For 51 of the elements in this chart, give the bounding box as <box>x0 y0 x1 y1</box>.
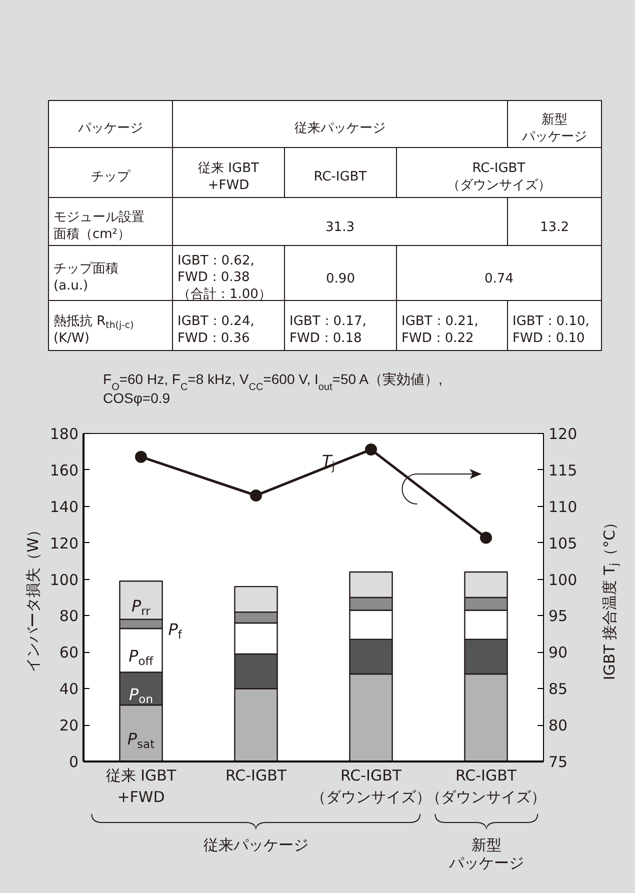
text: 13.2 <box>540 220 569 236</box>
text: チップ <box>91 170 131 185</box>
y2-tick-label: 105 <box>548 534 578 552</box>
y2-tick-label: 75 <box>548 753 568 771</box>
text: パッケージ <box>77 121 143 136</box>
text: 31.3 <box>326 220 354 236</box>
text: パッケージ <box>448 855 524 872</box>
y2-tick-label: 120 <box>548 425 578 443</box>
text: 0.74 <box>484 272 514 287</box>
y-tick-label: 140 <box>50 498 79 516</box>
text: 新型 <box>471 837 502 854</box>
text: 新型 <box>542 112 568 128</box>
y-tick-label: 100 <box>50 570 79 589</box>
text: IGBT：0.17, FWD：0.18 <box>290 314 366 346</box>
text: 面積（cm²） <box>54 227 131 242</box>
text: RC-IGBT （ダウンサイズ） <box>447 161 551 194</box>
y-tick-label: 0 <box>68 753 79 771</box>
y-tick-label: 20 <box>59 716 79 735</box>
text: IGBT：0.21, FWD：0.22 <box>402 314 478 346</box>
y2-tick-label: 95 <box>548 607 568 626</box>
text: 従来パッケージ <box>203 837 308 854</box>
y2-tick-label: 110 <box>548 498 578 516</box>
x-tick-label: 従来 IGBT +FWD <box>106 766 177 806</box>
text: IGBT：0.24, FWD：0.36 <box>178 314 254 346</box>
y2-tick-label: 80 <box>548 716 568 735</box>
y-tick-label: 180 <box>50 425 79 443</box>
y-tick-label: 80 <box>59 607 79 626</box>
y-tick-label: 120 <box>50 534 79 552</box>
text: モジュール設置 <box>54 210 144 226</box>
text: パッケージ <box>521 130 587 145</box>
y2-tick-label: 90 <box>548 644 568 662</box>
text: チップ面積 (a.u.) <box>54 262 118 294</box>
y-tick-label: 160 <box>50 461 79 480</box>
y2-tick-label: 115 <box>548 461 578 480</box>
x-tick-label: RC-IGBT <box>225 766 288 784</box>
text: 0.90 <box>326 272 355 287</box>
text: F$_{O}$=60 Hz, F$_{C}$=8 kHz, V$_{CC}$=600 V, I$_{out}$=50 A（実効値）, COSφ=0.9 <box>103 371 442 406</box>
text: 従来パッケージ <box>294 121 386 136</box>
point <box>135 450 147 463</box>
point <box>480 532 492 544</box>
text: 従来 IGBT +FWD <box>198 161 260 194</box>
y-tick-label: 40 <box>59 680 79 698</box>
y2-tick-label: 85 <box>548 680 568 698</box>
y-tick-label: 60 <box>59 644 79 662</box>
point <box>250 489 262 502</box>
y-axis-title: インバータ損失（W） <box>24 522 42 672</box>
text: IGBT：0.62, FWD：0.38 （合計：1.00） <box>178 253 272 302</box>
y2-tick-label: 100 <box>548 570 578 589</box>
text: RC-IGBT <box>314 170 367 185</box>
text: IGBT：0.10, FWD：0.10 <box>512 314 590 346</box>
point <box>365 444 377 456</box>
